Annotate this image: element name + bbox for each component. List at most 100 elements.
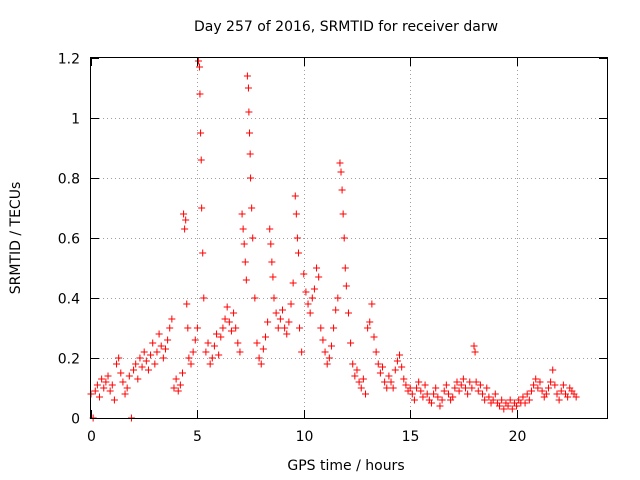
data-point <box>183 300 191 308</box>
y-axis-label: SRMTID / TECUs <box>8 182 24 295</box>
data-point <box>223 303 231 311</box>
data-point <box>136 354 144 362</box>
data-point <box>108 381 116 389</box>
data-point <box>498 396 506 404</box>
data-point <box>340 234 348 242</box>
data-point <box>417 387 425 395</box>
data-point <box>525 396 533 404</box>
data-point <box>247 174 255 182</box>
x-tick-label: 5 <box>193 429 202 445</box>
data-point <box>197 156 205 164</box>
data-point <box>521 399 529 407</box>
data-point <box>244 84 252 92</box>
data-point <box>391 366 399 374</box>
data-point <box>496 402 504 410</box>
data-point <box>491 390 499 398</box>
data-point <box>376 369 384 377</box>
data-point <box>483 384 491 392</box>
data-point <box>547 378 555 386</box>
data-point <box>125 372 133 380</box>
data-point <box>466 378 474 386</box>
data-point <box>243 72 251 80</box>
data-point <box>432 384 440 392</box>
data-point <box>408 390 416 398</box>
data-point <box>248 204 256 212</box>
data-point <box>293 234 301 242</box>
data-point <box>147 351 155 359</box>
data-point <box>100 384 108 392</box>
data-point <box>225 318 233 326</box>
data-point <box>413 384 421 392</box>
data-point <box>283 330 291 338</box>
data-point <box>336 159 344 167</box>
data-point <box>204 339 212 347</box>
plot-frame <box>90 57 608 419</box>
data-point <box>500 405 508 413</box>
data-point <box>270 294 278 302</box>
data-point <box>236 348 244 356</box>
data-point <box>106 387 114 395</box>
data-point <box>471 348 479 356</box>
data-point <box>434 393 442 401</box>
data-point <box>317 324 325 332</box>
data-point <box>513 402 521 410</box>
data-point <box>246 129 254 137</box>
data-point <box>342 282 350 290</box>
data-point <box>542 390 550 398</box>
data-point <box>174 387 182 395</box>
data-point <box>396 351 404 359</box>
data-point <box>132 360 140 368</box>
data-point <box>206 360 214 368</box>
data-point <box>400 375 408 383</box>
data-point <box>294 249 302 257</box>
data-point <box>176 381 184 389</box>
data-point <box>98 375 106 383</box>
data-point <box>178 369 186 377</box>
data-point <box>359 375 367 383</box>
data-point <box>227 327 235 335</box>
data-point <box>455 387 463 395</box>
data-point <box>279 306 287 314</box>
data-point <box>374 360 382 368</box>
data-point <box>508 405 516 413</box>
data-point <box>470 342 478 350</box>
data-point <box>298 348 306 356</box>
data-point <box>213 330 221 338</box>
data-point <box>464 390 472 398</box>
data-point <box>532 375 540 383</box>
data-point <box>268 258 276 266</box>
data-point <box>468 384 476 392</box>
data-point <box>549 366 557 374</box>
data-point <box>130 366 138 374</box>
data-point <box>344 309 352 317</box>
data-point <box>168 315 176 323</box>
data-point <box>153 348 161 356</box>
data-point <box>113 360 121 368</box>
data-point <box>197 129 205 137</box>
data-point <box>267 240 275 248</box>
data-point <box>310 285 318 293</box>
data-point <box>393 357 401 365</box>
data-point <box>451 384 459 392</box>
data-point <box>210 342 218 350</box>
data-point <box>538 387 546 395</box>
data-point <box>157 342 165 350</box>
data-point <box>117 369 125 377</box>
data-point <box>406 384 414 392</box>
axis-ticks: 0 0.2 0.4 0.6 0.8 1 1.2 0 5 10 15 20 <box>58 52 607 445</box>
data-point <box>257 360 265 368</box>
data-point <box>449 393 457 401</box>
data-point <box>242 276 250 284</box>
y-tick-label: 0.2 <box>58 352 80 368</box>
data-point <box>481 396 489 404</box>
x-tick-label: 15 <box>402 429 420 445</box>
data-point <box>155 330 163 338</box>
x-tick-label: 20 <box>509 429 527 445</box>
data-point <box>115 354 123 362</box>
data-point <box>427 399 435 407</box>
data-point <box>266 225 274 233</box>
data-point <box>285 318 293 326</box>
data-point <box>134 375 142 383</box>
data-point <box>366 318 374 326</box>
data-point <box>351 372 359 380</box>
